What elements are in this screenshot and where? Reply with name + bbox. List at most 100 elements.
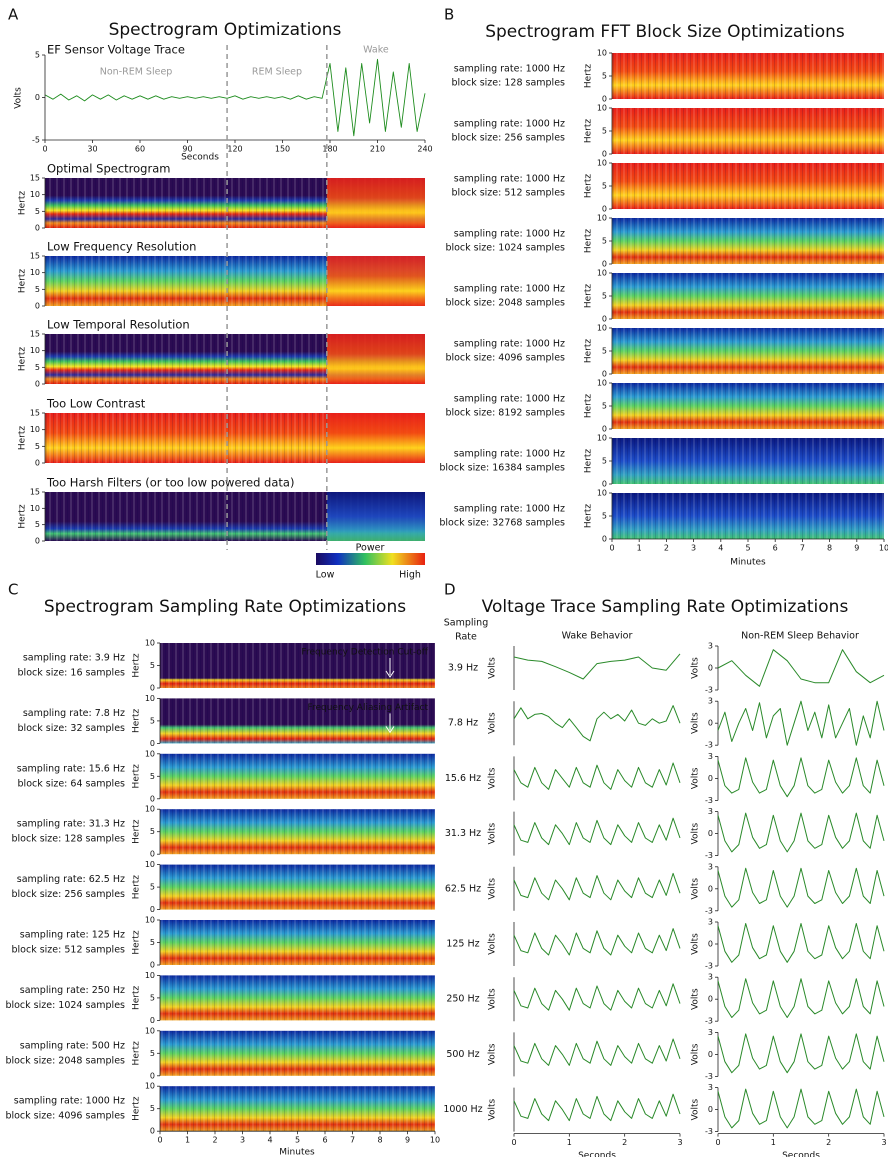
annotation: Frequency Aliasing Artifact: [307, 703, 428, 713]
y-tick-label: 10: [145, 916, 155, 925]
y-axis-label: Hertz: [584, 284, 594, 309]
x-tick-label: 60: [135, 145, 145, 154]
y-tick-label: 0: [708, 1105, 713, 1114]
y-tick-label: 10: [597, 104, 607, 113]
spectrogram-texture: [612, 438, 884, 484]
spectrogram-texture: [160, 753, 435, 799]
y-axis-label: Volts: [691, 657, 701, 679]
y-tick-label: 0: [602, 150, 607, 159]
y-tick-label: 15: [30, 409, 40, 418]
y-tick-label: 10: [597, 489, 607, 498]
y-axis-label: Hertz: [584, 229, 594, 254]
x-tick-label: 10: [430, 1136, 440, 1145]
y-tick-label: 3: [708, 642, 713, 651]
y-axis-label: Hertz: [584, 394, 594, 419]
y-tick-label: 0: [708, 995, 713, 1004]
y-tick-label: 0: [708, 829, 713, 838]
row-rate: sampling rate: 1000 Hz: [14, 1096, 125, 1107]
y-tick-label: 0: [35, 380, 40, 389]
row-label: 250 Hz: [446, 994, 479, 1005]
y-tick-label: 5: [150, 883, 155, 892]
row-rate: sampling rate: 1000 Hz: [454, 394, 565, 405]
x-tick-label: 0: [609, 544, 614, 553]
spectrogram-texture: [612, 53, 884, 99]
y-tick-label: 3: [708, 862, 713, 871]
y-axis-label: Volts: [488, 1098, 498, 1120]
y-tick-label: 5: [35, 363, 40, 372]
trace-title: EF Sensor Voltage Trace: [47, 43, 185, 57]
spectrogram-texture: [160, 698, 435, 744]
y-axis-label: Volts: [691, 988, 701, 1010]
state-label: Wake: [363, 45, 389, 56]
x-tick-label: 9: [854, 544, 859, 553]
voltage-trace: [513, 653, 681, 680]
spectrogram-texture: [612, 383, 884, 429]
row-block: block size: 128 samples: [451, 78, 565, 89]
voltage-trace: [513, 928, 681, 956]
y-axis-label: Volts: [691, 933, 701, 955]
y-axis-label: Volts: [488, 712, 498, 734]
x-tick-label: 3: [677, 1138, 682, 1147]
spectrogram-texture: [612, 273, 884, 319]
spectrogram-texture: [160, 920, 435, 965]
row-rate: sampling rate: 1000 Hz: [454, 64, 565, 75]
panel-letter: A: [8, 6, 19, 24]
row-label: 3.9 Hz: [448, 663, 478, 674]
voltage-trace: [513, 705, 681, 742]
y-tick-label: 10: [145, 1082, 155, 1091]
x-axis-label: Minutes: [730, 558, 766, 568]
y-axis-label: Volts: [691, 712, 701, 734]
y-tick-label: 10: [30, 268, 40, 277]
x-tick-label: 3: [881, 1138, 886, 1147]
x-tick-label: 2: [664, 544, 669, 553]
y-tick-label: 5: [602, 402, 607, 411]
voltage-trace: [717, 649, 885, 687]
row-block: block size: 16384 samples: [439, 463, 565, 474]
x-axis-label: Seconds: [578, 1151, 616, 1157]
row-block: block size: 2048 samples: [445, 298, 565, 309]
spectrogram-texture: [160, 1086, 435, 1132]
y-tick-label: 10: [30, 425, 40, 434]
spectrogram-texture: [160, 975, 435, 1021]
x-tick-label: 1: [637, 544, 642, 553]
row-rate: sampling rate: 1000 Hz: [454, 284, 565, 295]
y-tick-label: 10: [145, 971, 155, 980]
y-tick-label: -3: [705, 1127, 713, 1136]
y-tick-label: 10: [597, 159, 607, 168]
y-tick-label: 5: [150, 1104, 155, 1113]
y-tick-label: -3: [705, 851, 713, 860]
y-tick-label: 3: [708, 807, 713, 816]
row-header: Sampling: [444, 618, 488, 629]
y-tick-label: 10: [597, 324, 607, 333]
y-tick-label: 10: [145, 749, 155, 758]
y-tick-label: 5: [35, 51, 40, 60]
y-axis-label: Volts: [14, 87, 24, 109]
voltage-trace: [513, 762, 681, 790]
y-axis-label: Volts: [488, 822, 498, 844]
y-tick-label: 10: [597, 269, 607, 278]
voltage-trace: [513, 1038, 681, 1066]
row-rate: sampling rate: 500 Hz: [20, 1040, 125, 1051]
panel-letter: B: [444, 6, 454, 24]
y-axis-label: Hertz: [18, 347, 28, 372]
y-axis-label: Hertz: [132, 819, 142, 844]
row-block: block size: 256 samples: [451, 133, 565, 144]
wake-region: [326, 256, 425, 306]
row-rate: sampling rate: 1000 Hz: [454, 229, 565, 240]
spectrogram-title: Low Frequency Resolution: [47, 240, 196, 254]
x-tick-label: 5: [295, 1136, 300, 1145]
x-tick-label: 30: [87, 145, 97, 154]
y-axis-label: Hertz: [18, 191, 28, 216]
x-tick-label: 5: [745, 544, 750, 553]
y-tick-label: 0: [602, 480, 607, 489]
y-tick-label: 5: [35, 442, 40, 451]
y-tick-label: 10: [30, 346, 40, 355]
row-rate: sampling rate: 1000 Hz: [454, 449, 565, 460]
y-axis-label: Hertz: [132, 875, 142, 900]
wake-region: [326, 492, 425, 541]
y-axis-label: Volts: [488, 878, 498, 900]
y-axis-label: Hertz: [132, 1041, 142, 1066]
y-tick-label: 3: [708, 752, 713, 761]
y-tick-label: 10: [597, 379, 607, 388]
y-tick-label: 5: [602, 347, 607, 356]
